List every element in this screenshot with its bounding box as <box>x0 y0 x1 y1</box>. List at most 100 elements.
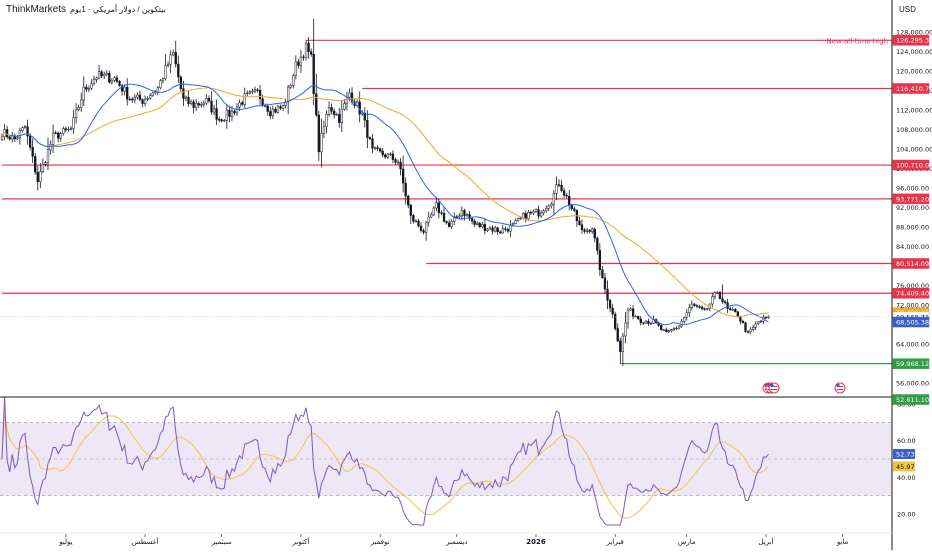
candle-body <box>718 292 722 299</box>
candle-body <box>338 114 341 123</box>
candle-body <box>371 138 374 149</box>
candle-body <box>649 322 653 325</box>
candle-body <box>458 215 461 218</box>
candle-body <box>169 54 172 65</box>
candle-body <box>241 102 244 105</box>
candle-body <box>703 308 706 310</box>
candle-body <box>266 106 269 112</box>
brand-name: ThinkMarkets <box>6 4 67 15</box>
candle-body <box>660 325 663 330</box>
candle-body <box>555 184 558 194</box>
candle-body <box>470 218 474 222</box>
candle-body <box>299 56 303 66</box>
price-tick-label: 104,000.00 <box>896 146 932 154</box>
candle-body <box>271 108 274 117</box>
price-label-box <box>892 35 930 46</box>
candle-body <box>228 109 231 117</box>
candle-body <box>568 195 571 205</box>
symbol-description: بيتكوين / دولار أمريكي · 1يوم <box>70 5 166 14</box>
candle-body <box>136 94 139 98</box>
candle-body <box>741 320 745 323</box>
candle-body <box>391 153 395 160</box>
candle-body <box>287 86 290 103</box>
candle-body <box>389 153 392 156</box>
price-tick-label: 120,000.00 <box>896 68 932 76</box>
candle-body <box>757 321 760 325</box>
candle-body <box>736 311 739 317</box>
candle-body <box>409 204 412 216</box>
candle-body <box>118 81 121 86</box>
candle-body <box>731 309 734 311</box>
candle-body <box>179 76 182 89</box>
candle-body <box>54 132 57 134</box>
candle-body <box>253 89 257 92</box>
price-tick-label: 92,000.00 <box>896 204 929 212</box>
candle-body <box>662 329 665 331</box>
candle-body <box>483 224 487 231</box>
candle-body <box>749 329 752 333</box>
candle-body <box>378 148 382 152</box>
candle-body <box>251 90 254 93</box>
candle-body <box>34 156 37 173</box>
time-tick-label: 2026 <box>526 538 546 546</box>
candle-body <box>200 104 203 106</box>
candle-body <box>192 101 195 108</box>
rsi-line <box>1 396 769 526</box>
candle-body <box>18 130 22 139</box>
time-tick-label: يوليو <box>58 538 72 546</box>
candle-body <box>133 96 137 101</box>
candle-body <box>325 114 328 127</box>
candle-body <box>72 117 75 130</box>
candle-body <box>195 103 198 108</box>
candle-body <box>381 150 384 156</box>
candle-body <box>297 61 300 66</box>
candle-body <box>419 225 423 231</box>
candle-body <box>445 221 448 224</box>
ma-fast-line <box>9 83 769 326</box>
candle-body <box>113 77 116 81</box>
candle-body <box>685 312 688 318</box>
candle-body <box>184 96 188 99</box>
price-label-text: 116,410.74 <box>896 85 932 93</box>
candle-body <box>723 301 727 304</box>
time-tick-label: مارس <box>678 538 696 546</box>
candle-body <box>5 129 9 138</box>
rsi-ma-line <box>1 413 769 519</box>
candle-body <box>453 216 456 222</box>
candle-body <box>159 80 162 88</box>
candle-body <box>514 220 517 224</box>
candle-body <box>97 71 101 79</box>
candle-body <box>307 42 310 52</box>
candle-body <box>223 120 226 122</box>
candle-body <box>580 224 584 231</box>
candle-body <box>396 161 400 164</box>
candle-body <box>711 296 714 305</box>
candle-body <box>207 98 211 102</box>
candle-body <box>115 77 119 82</box>
candle-body <box>557 184 561 186</box>
price-label-text: 52,611.10 <box>896 396 929 404</box>
candle-body <box>455 216 458 218</box>
candle-body <box>31 147 34 157</box>
candle-body <box>499 231 502 234</box>
candle-body <box>573 208 576 211</box>
candle-body <box>289 85 292 88</box>
candle-body <box>677 325 681 329</box>
candle-body <box>59 133 62 139</box>
candle-body <box>174 52 177 65</box>
candle-body <box>601 269 604 278</box>
candle-body <box>105 73 108 75</box>
candle-body <box>92 79 96 85</box>
candles <box>0 18 770 366</box>
price-label-box <box>892 193 930 205</box>
candle-body <box>414 220 418 223</box>
candle-body <box>51 132 55 145</box>
price-tick-label: 84,000.00 <box>896 243 929 251</box>
candle-body <box>504 228 507 230</box>
candle-body <box>519 217 522 219</box>
candle-body <box>138 94 142 100</box>
price-label-box <box>892 394 930 405</box>
currency-label: USD <box>899 5 916 14</box>
